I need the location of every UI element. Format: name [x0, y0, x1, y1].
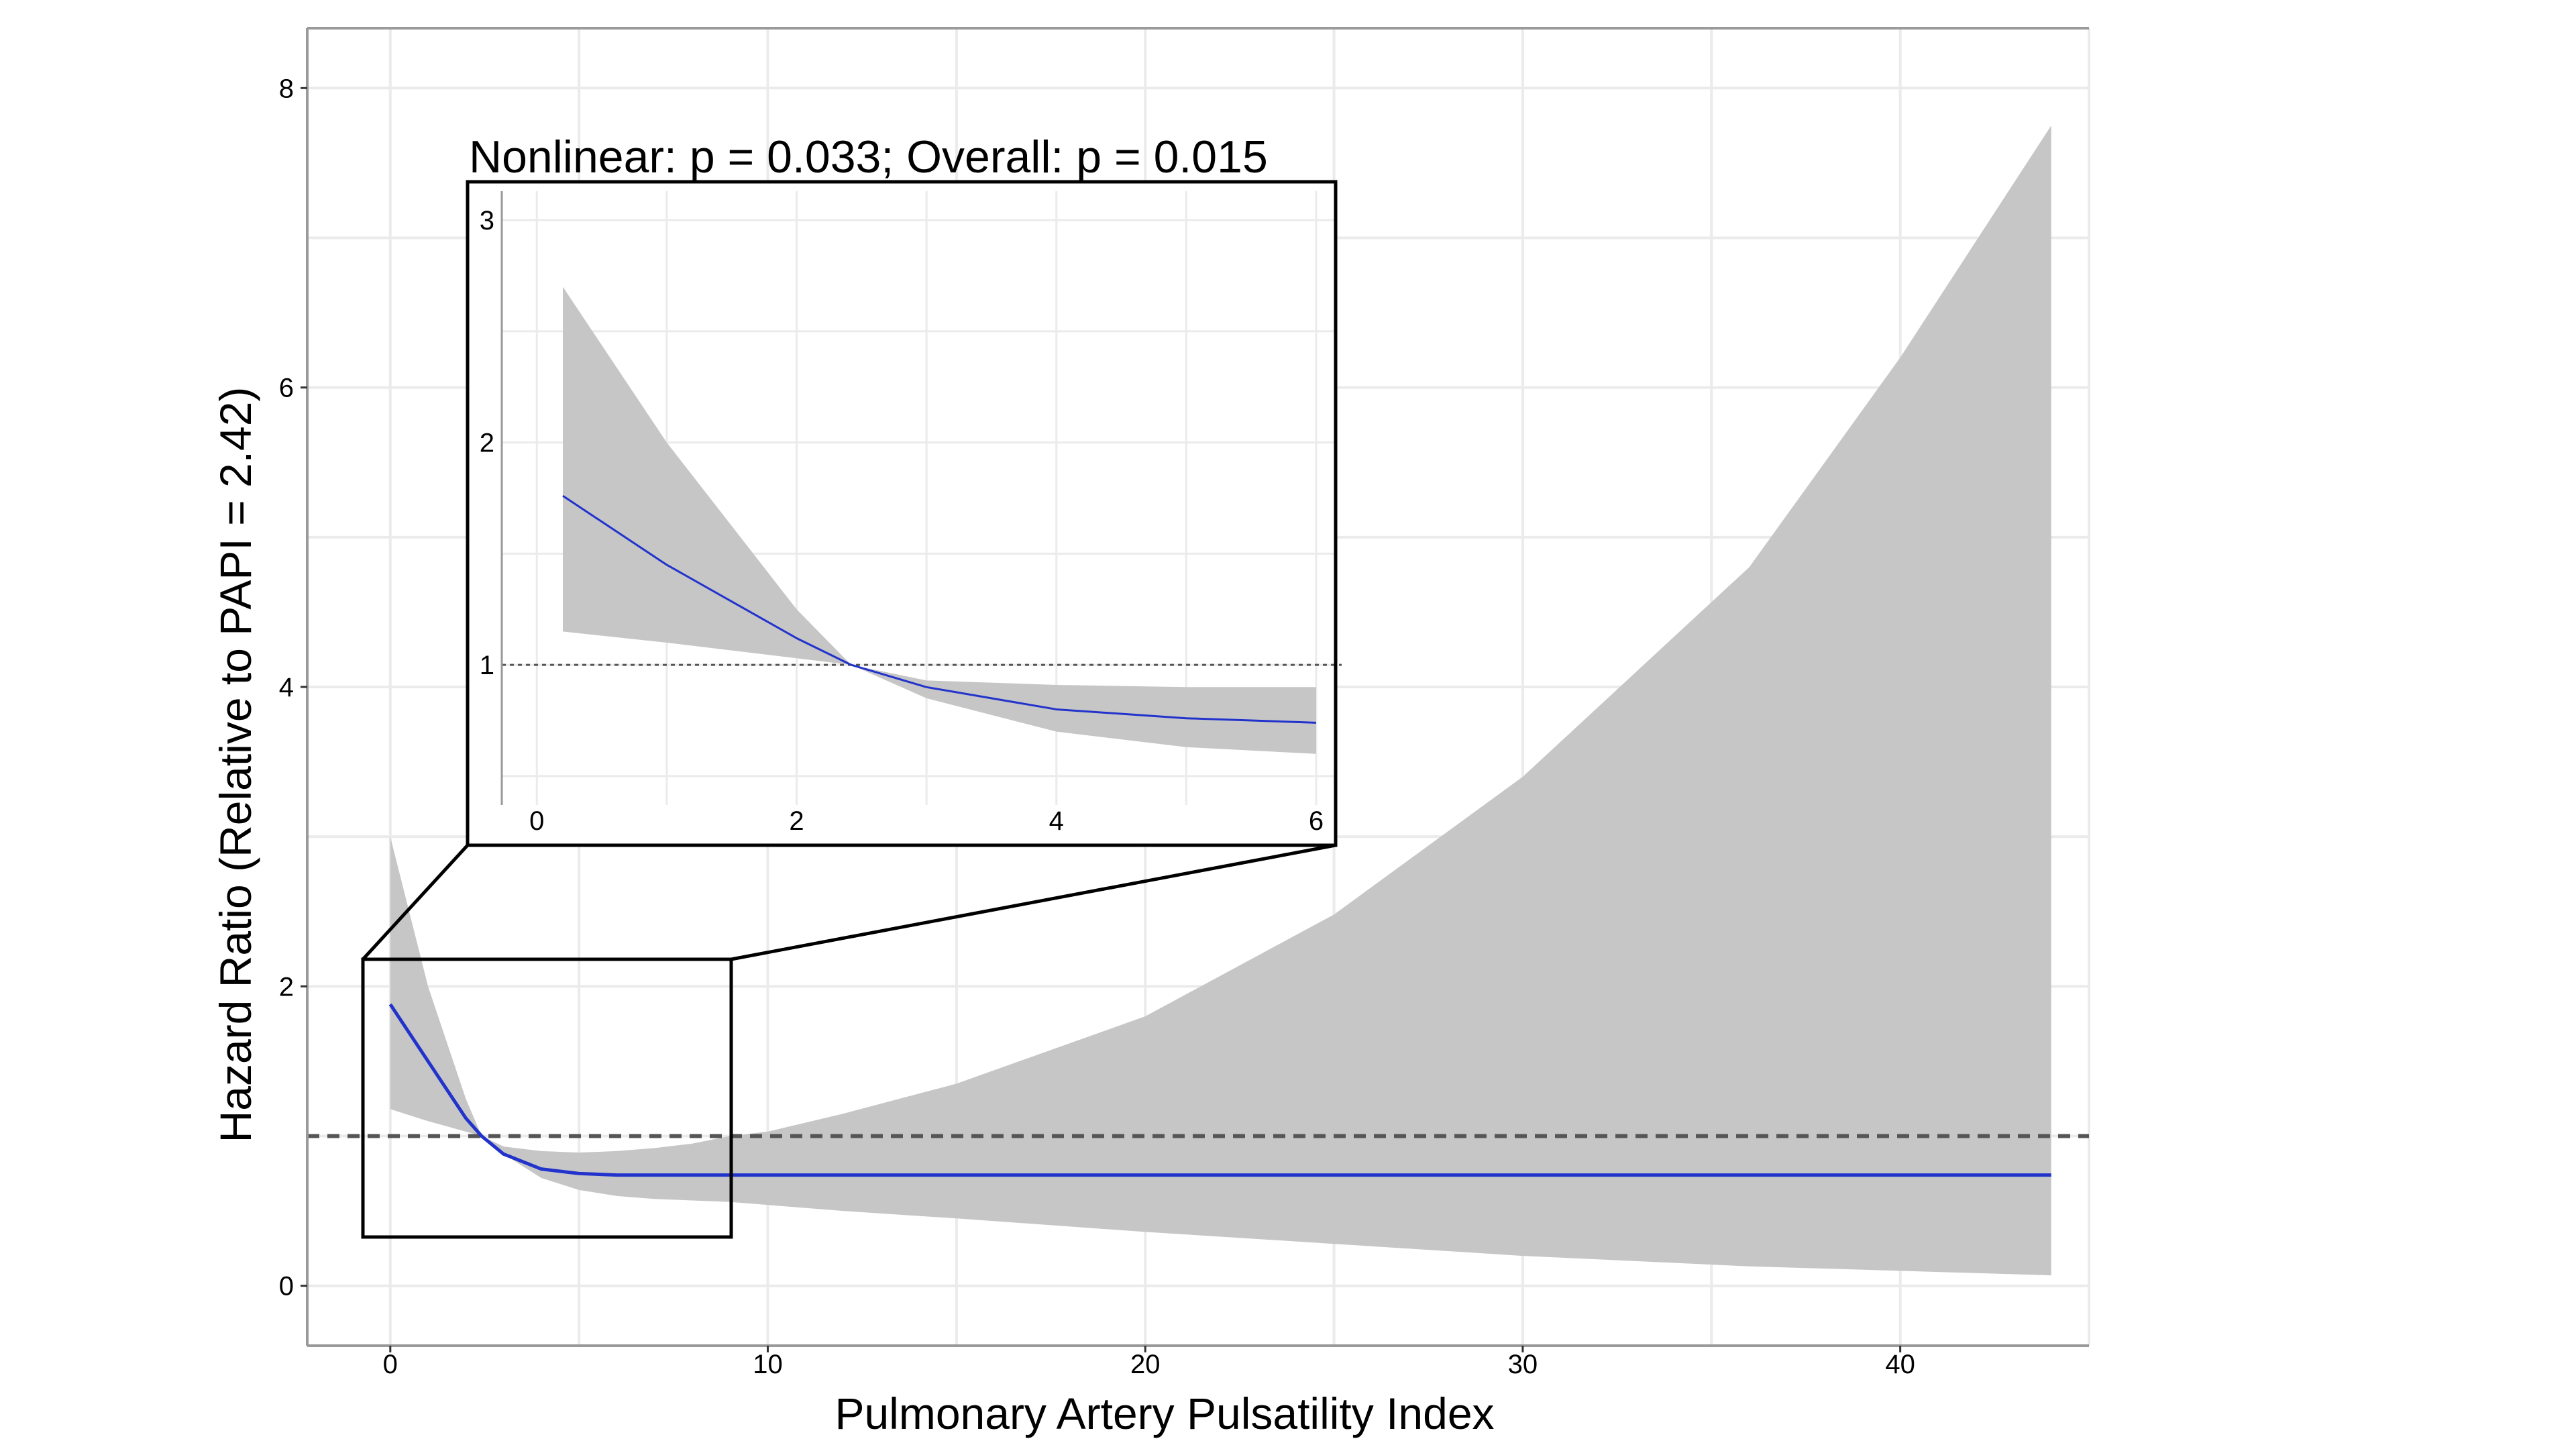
hazard-ratio-line — [388, 1003, 2051, 1177]
y-tick-label: 3 — [480, 206, 494, 235]
inset-ticks: 0 2 4 6 1 2 3 — [480, 206, 1324, 836]
y-tick-label: 6 — [279, 374, 294, 403]
y-tick-label: 0 — [279, 1272, 294, 1301]
y-axis-title: Hazard Ratio (Relative to PAPI = 2.42) — [211, 387, 260, 1143]
y-tick-label: 1 — [480, 651, 494, 680]
x-tick-label: 40 — [1885, 1350, 1915, 1379]
zoom-connector-right — [731, 843, 1336, 961]
confidence-band — [562, 286, 1316, 754]
x-axis-title: Pulmonary Artery Pulsatility Index — [835, 1389, 1494, 1438]
y-tick-label: 2 — [279, 972, 294, 1002]
x-tick-label: 6 — [1309, 806, 1324, 836]
confidence-band — [390, 125, 2051, 1276]
y-tick-label: 8 — [279, 74, 294, 103]
inset-title: Nonlinear: p = 0.033; Overall: p = 0.015 — [469, 131, 1268, 182]
y-tick-label: 4 — [279, 673, 294, 702]
x-tick-label: 30 — [1508, 1350, 1538, 1379]
x-tick-label: 4 — [1049, 806, 1064, 836]
x-tick-label: 0 — [383, 1350, 398, 1379]
x-tick-label: 20 — [1130, 1350, 1161, 1379]
y-tick-label: 2 — [480, 429, 494, 458]
x-tick-label: 2 — [789, 806, 804, 836]
hazard-ratio-line — [562, 494, 1317, 724]
zoom-connector-left — [362, 844, 469, 961]
zoom-region-box — [361, 957, 733, 1239]
x-tick-label: 0 — [529, 806, 544, 836]
inset-border — [466, 180, 1338, 847]
main-plot — [307, 125, 2089, 1276]
x-tick-label: 10 — [753, 1350, 783, 1379]
inset-plot — [502, 286, 1342, 754]
